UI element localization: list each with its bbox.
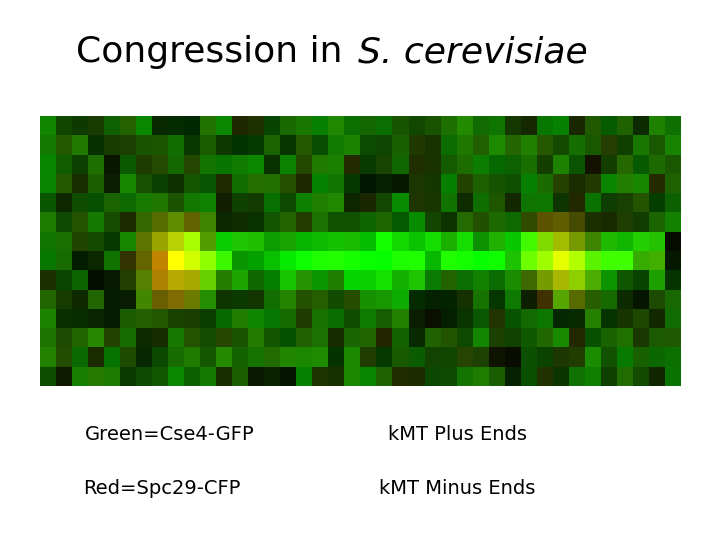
Text: P: P: [560, 165, 577, 186]
Text: Red=Spc29-CFP: Red=Spc29-CFP: [84, 479, 240, 498]
Text: EQ: EQ: [343, 165, 377, 186]
Text: kMT Plus Ends: kMT Plus Ends: [387, 425, 527, 444]
Text: P: P: [131, 165, 147, 186]
Text: S. cerevisiae: S. cerevisiae: [358, 35, 588, 69]
Text: kMT Minus Ends: kMT Minus Ends: [379, 479, 536, 498]
Text: Green=Cse4-GFP: Green=Cse4-GFP: [84, 425, 254, 444]
Text: Congression in: Congression in: [76, 35, 354, 69]
